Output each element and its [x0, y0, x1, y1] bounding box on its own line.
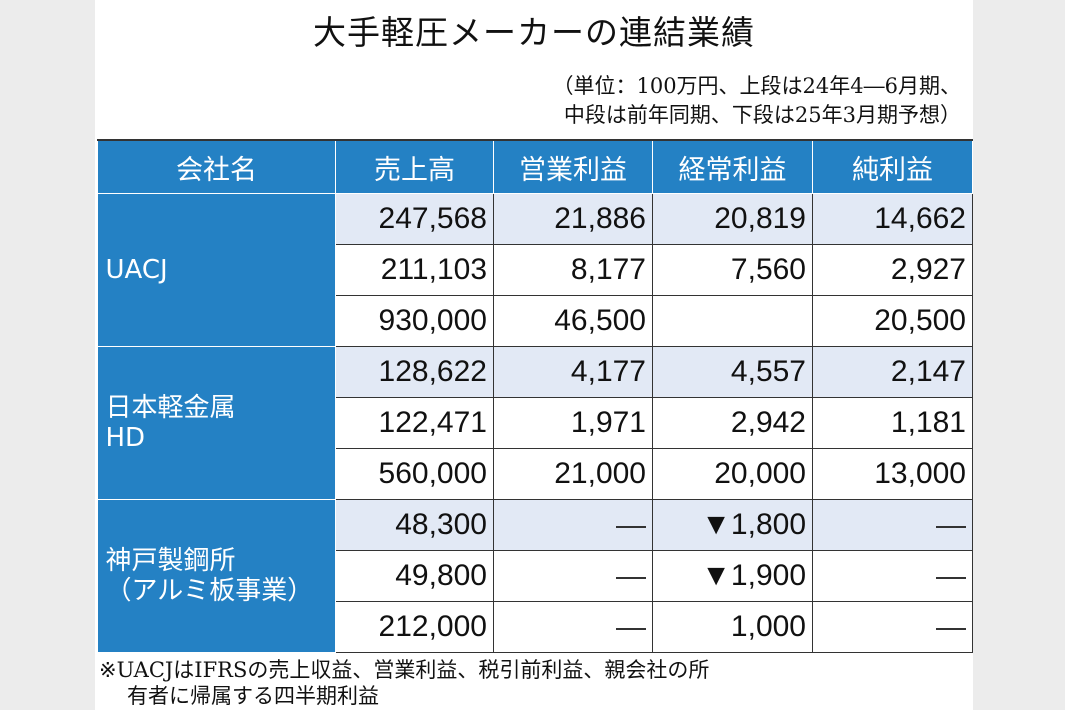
- value-cell: 4,557: [652, 346, 813, 398]
- value-cell: [652, 295, 813, 347]
- table-row: 神戸製鋼所 （アルミ板事業） 48,300 ― ▼1,800 ―: [97, 499, 973, 653]
- table-row: UACJ 247,568 21,886 20,819 14,662: [97, 193, 973, 347]
- value-cell: 247,568: [335, 193, 494, 245]
- footnote: ※UACJはIFRSの売上収益、営業利益、税引前利益、親会社の所: [99, 658, 710, 682]
- value-cell: ▼1,900: [652, 550, 813, 602]
- value-cell: 14,662: [812, 193, 973, 245]
- value-cell: ―: [812, 550, 973, 602]
- value-cell: 2,927: [812, 244, 973, 296]
- value-cell: ―: [493, 499, 653, 551]
- value-cell: 20,819: [652, 193, 813, 245]
- header-operating-profit: 営業利益: [493, 139, 653, 194]
- value-cell: 7,560: [652, 244, 813, 296]
- unit-note: （単位：100万円、上段は24年4―6月期、: [552, 74, 961, 98]
- value-cell: 1,181: [812, 397, 973, 449]
- value-cell: 20,000: [652, 448, 813, 500]
- value-cell: ▼1,800: [652, 499, 813, 551]
- earnings-table: 会社名 売上高 営業利益 経常利益 純利益 UACJ 247,568 21,886 2…: [97, 139, 973, 653]
- table-row: 122,471 1,971 2,942 1,181: [98, 397, 973, 449]
- value-cell: 46,500: [493, 295, 653, 347]
- value-cell: 212,000: [335, 601, 494, 653]
- value-cell: 13,000: [812, 448, 973, 500]
- table-row: 560,000 21,000 20,000 13,000: [98, 448, 973, 500]
- value-cell: 2,147: [812, 346, 973, 398]
- company-name: UACJ: [105, 255, 168, 285]
- value-cell: 122,471: [335, 397, 494, 449]
- table-row: 日本軽金属 HD 128,622 4,177 4,557 2,147: [97, 346, 973, 500]
- value-cell: 930,000: [335, 295, 494, 347]
- value-cell: 128,622: [335, 346, 494, 398]
- company-name: HD: [105, 423, 146, 453]
- value-cell: 2,942: [652, 397, 813, 449]
- value-cell: 49,800: [335, 550, 494, 602]
- value-cell: 560,000: [335, 448, 494, 500]
- company-name-cell: 日本軽金属 HD: [97, 346, 336, 500]
- value-cell: 4,177: [493, 346, 653, 398]
- value-cell: ―: [812, 499, 973, 551]
- company-name: （アルミ板事業）: [105, 576, 314, 606]
- value-cell: 48,300: [335, 499, 494, 551]
- page: 大手軽圧メーカーの連結業績 （単位：100万円、上段は24年4―6月期、 中段は…: [95, 0, 973, 710]
- table-row: 49,800 ― ▼1,900 ―: [98, 550, 973, 602]
- header-ordinary-profit: 経常利益: [652, 139, 813, 194]
- unit-note: 中段は前年同期、下段は25年3月期予想）: [563, 103, 961, 127]
- table-row: 212,000 ― 1,000 ―: [98, 601, 973, 653]
- value-cell: ―: [812, 601, 973, 653]
- value-cell: ―: [493, 550, 653, 602]
- value-cell: 20,500: [812, 295, 973, 347]
- company-name: 神戸製鋼所: [105, 546, 236, 576]
- header-company: 会社名: [97, 139, 336, 194]
- header-sales: 売上高: [335, 139, 494, 194]
- value-cell: 211,103: [335, 244, 494, 296]
- value-cell: 21,000: [493, 448, 653, 500]
- value-cell: ―: [493, 601, 653, 653]
- value-cell: 8,177: [493, 244, 653, 296]
- header-net-profit: 純利益: [812, 139, 973, 194]
- company-name-cell: 神戸製鋼所 （アルミ板事業）: [97, 499, 336, 653]
- value-cell: 21,886: [493, 193, 653, 245]
- company-name-cell: UACJ: [97, 193, 336, 347]
- footnote: 有者に帰属する四半期利益: [127, 684, 379, 708]
- company-name: 日本軽金属: [105, 393, 236, 423]
- header-row: 会社名 売上高 営業利益 経常利益 純利益: [97, 139, 973, 194]
- page-title: 大手軽圧メーカーの連結業績: [313, 13, 755, 52]
- value-cell: 1,971: [493, 397, 653, 449]
- value-cell: 1,000: [652, 601, 813, 653]
